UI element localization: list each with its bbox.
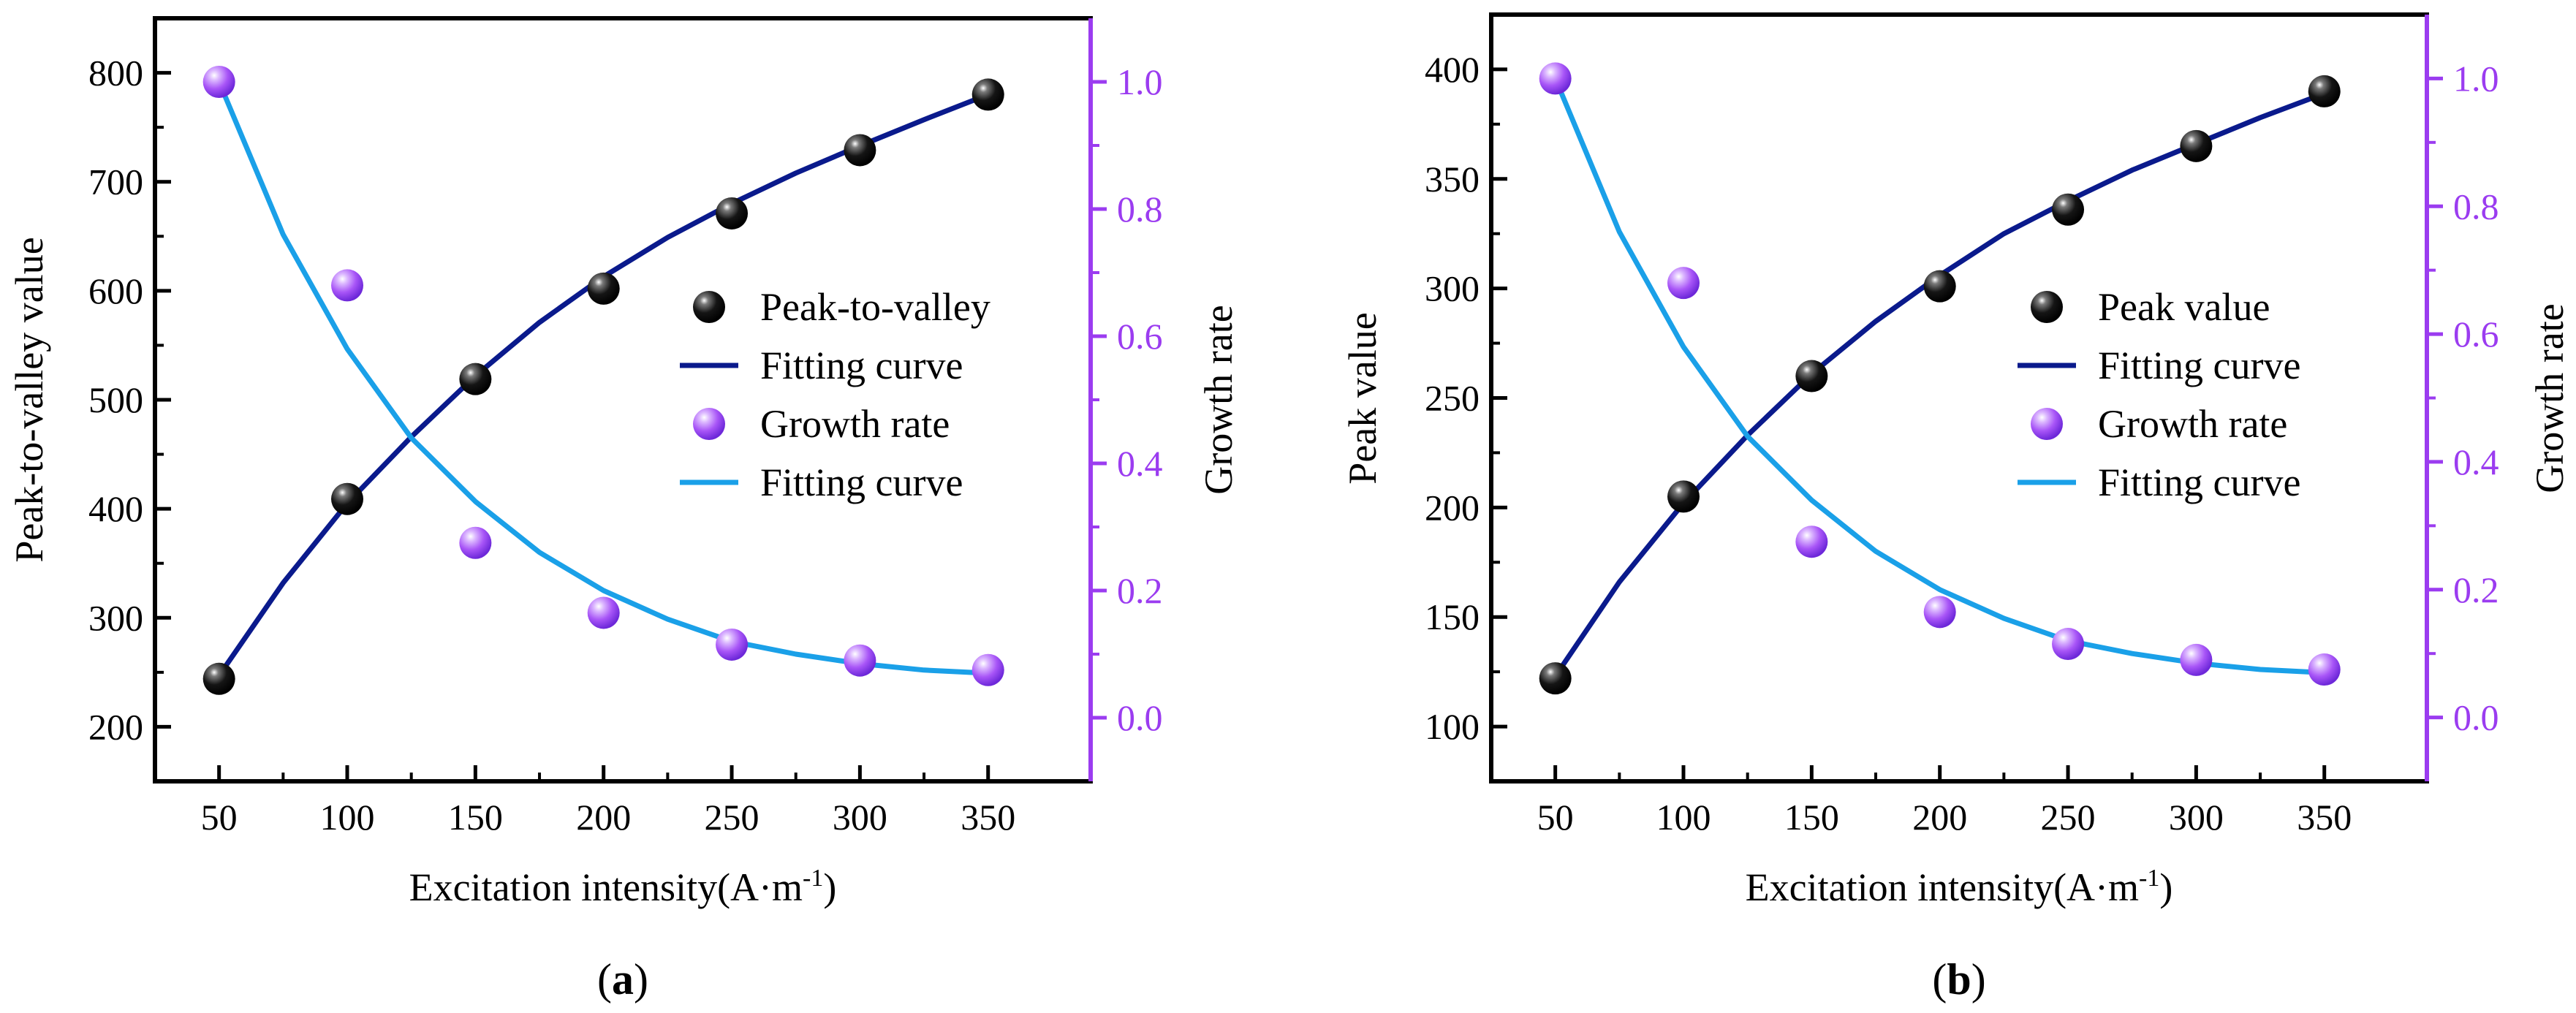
data-point-primary [844, 134, 876, 167]
data-point-primary [587, 272, 620, 305]
plot-frame-a [153, 16, 1093, 784]
x-tick-label: 300 [833, 797, 887, 838]
y-left-tick-label: 800 [88, 53, 143, 94]
data-point-primary [971, 78, 1004, 111]
x-tick-label: 50 [201, 797, 238, 838]
data-point-primary [331, 482, 364, 515]
series-b [1539, 62, 2341, 695]
y-left-tick-label: 500 [88, 379, 143, 420]
data-point-growth-rate [1923, 596, 1956, 629]
data-point-growth-rate [1667, 267, 1700, 300]
y-left-tick-label: 200 [1425, 487, 1480, 528]
y-left-tick-label: 300 [88, 597, 143, 638]
data-point-primary [1923, 270, 1956, 303]
y-right-tick-label: 0.6 [2453, 314, 2499, 354]
data-point-growth-rate [1539, 62, 1572, 95]
ticks-a: 50 100 150 200 250 300 350 200 300 400 500 600 700 80… [88, 53, 1163, 838]
data-point-primary [1795, 360, 1828, 392]
y-axis-title-left-a: Peak-to-valley value [7, 237, 51, 562]
data-point-growth-rate [2052, 628, 2085, 661]
y-left-tick-label: 200 [88, 706, 143, 747]
y-right-tick-label: 0.0 [2453, 697, 2499, 738]
x-tick-label: 150 [1784, 797, 1839, 838]
panel-b: 50 100 150 200 250 300 350 100 150 200 250 300 350 40… [1341, 12, 2572, 1003]
x-tick-label: 250 [2041, 797, 2096, 838]
series-a [202, 66, 1004, 695]
data-point-primary [459, 363, 492, 395]
x-tick-label: 200 [1912, 797, 1967, 838]
legend-marker [2031, 291, 2063, 323]
plot-frame-b [1489, 12, 2429, 784]
x-tick-label: 100 [1656, 797, 1711, 838]
legend-label: Peak value [2098, 285, 2270, 329]
y-axis-title-right-b: Growth rate [2528, 303, 2572, 493]
y-right-tick-label: 1.0 [2453, 58, 2499, 99]
y-right-tick-label: 0.4 [2453, 441, 2499, 482]
y-left-tick-label: 150 [1425, 596, 1480, 637]
x-axis-title-b: Excitation intensity(A·m-1) [1746, 865, 2173, 909]
data-point-primary [202, 662, 235, 695]
data-point-primary [1539, 662, 1572, 695]
data-point-growth-rate [202, 66, 235, 98]
x-tick-label: 250 [705, 797, 759, 838]
y-left-tick-label: 100 [1425, 706, 1480, 747]
legend-label: Fitting curve [2098, 460, 2300, 504]
x-tick-label: 300 [2169, 797, 2224, 838]
y-right-tick-label: 1.0 [1117, 61, 1163, 102]
data-point-growth-rate [844, 644, 876, 677]
data-point-growth-rate [331, 269, 364, 302]
data-point-growth-rate [971, 653, 1004, 686]
legend-a: Peak-to-valley Fitting curve Growth rate Fi… [680, 285, 990, 504]
panel-label-a: (a) [597, 955, 648, 1003]
data-point-primary [1667, 480, 1700, 513]
y-left-tick-label: 600 [88, 270, 143, 311]
x-tick-label: 150 [448, 797, 503, 838]
legend-label: Growth rate [760, 402, 950, 446]
legend-label: Fitting curve [760, 460, 963, 504]
y-right-tick-label: 0.4 [1117, 443, 1163, 484]
y-right-tick-label: 0.2 [1117, 570, 1163, 611]
y-right-tick-label: 0.2 [2453, 569, 2499, 610]
x-tick-label: 200 [576, 797, 631, 838]
data-point-primary [716, 197, 749, 229]
y-left-tick-label: 400 [88, 488, 143, 529]
data-point-primary [2052, 193, 2085, 226]
data-point-primary [2180, 129, 2213, 162]
ticks-b: 50 100 150 200 250 300 350 100 150 200 250 300 350 40… [1425, 49, 2499, 838]
data-point-growth-rate [1795, 526, 1828, 558]
legend-b: Peak value Fitting curve Growth rate Fittin… [2018, 285, 2300, 504]
y-left-tick-label: 300 [1425, 268, 1480, 309]
panel-label-b: (b) [1932, 955, 1985, 1003]
x-tick-label: 100 [320, 797, 375, 838]
data-point-growth-rate [459, 526, 492, 559]
legend-label: Fitting curve [2098, 344, 2300, 387]
legend-label: Peak-to-valley [760, 285, 990, 329]
x-tick-label: 350 [2297, 797, 2352, 838]
x-axis-title-a: Excitation intensity(A·m-1) [409, 865, 837, 909]
x-tick-label: 350 [961, 797, 1015, 838]
y-left-tick-label: 700 [88, 162, 143, 202]
y-axis-title-right-a: Growth rate [1197, 305, 1240, 494]
y-right-tick-label: 0.8 [1117, 189, 1163, 229]
y-right-tick-label: 0.6 [1117, 316, 1163, 357]
x-tick-label: 50 [1537, 797, 1574, 838]
legend-label: Fitting curve [760, 344, 963, 387]
data-point-growth-rate [2308, 653, 2341, 686]
legend-marker [2031, 408, 2063, 440]
y-right-tick-label: 0.8 [2453, 186, 2499, 227]
y-left-tick-label: 250 [1425, 378, 1480, 419]
legend-marker [693, 408, 725, 440]
data-point-growth-rate [716, 628, 749, 661]
y-axis-title-left-b: Peak value [1341, 312, 1384, 484]
legend-label: Growth rate [2098, 402, 2287, 446]
data-point-primary [2308, 75, 2341, 107]
data-point-growth-rate [587, 596, 620, 629]
y-right-tick-label: 0.0 [1117, 697, 1163, 738]
y-left-tick-label: 400 [1425, 49, 1480, 90]
y-left-tick-label: 350 [1425, 159, 1480, 200]
legend-marker [693, 291, 725, 323]
panel-a: 50 100 150 200 250 300 350 200 300 400 500 600 700 80… [7, 16, 1240, 1003]
data-point-growth-rate [2180, 643, 2213, 676]
